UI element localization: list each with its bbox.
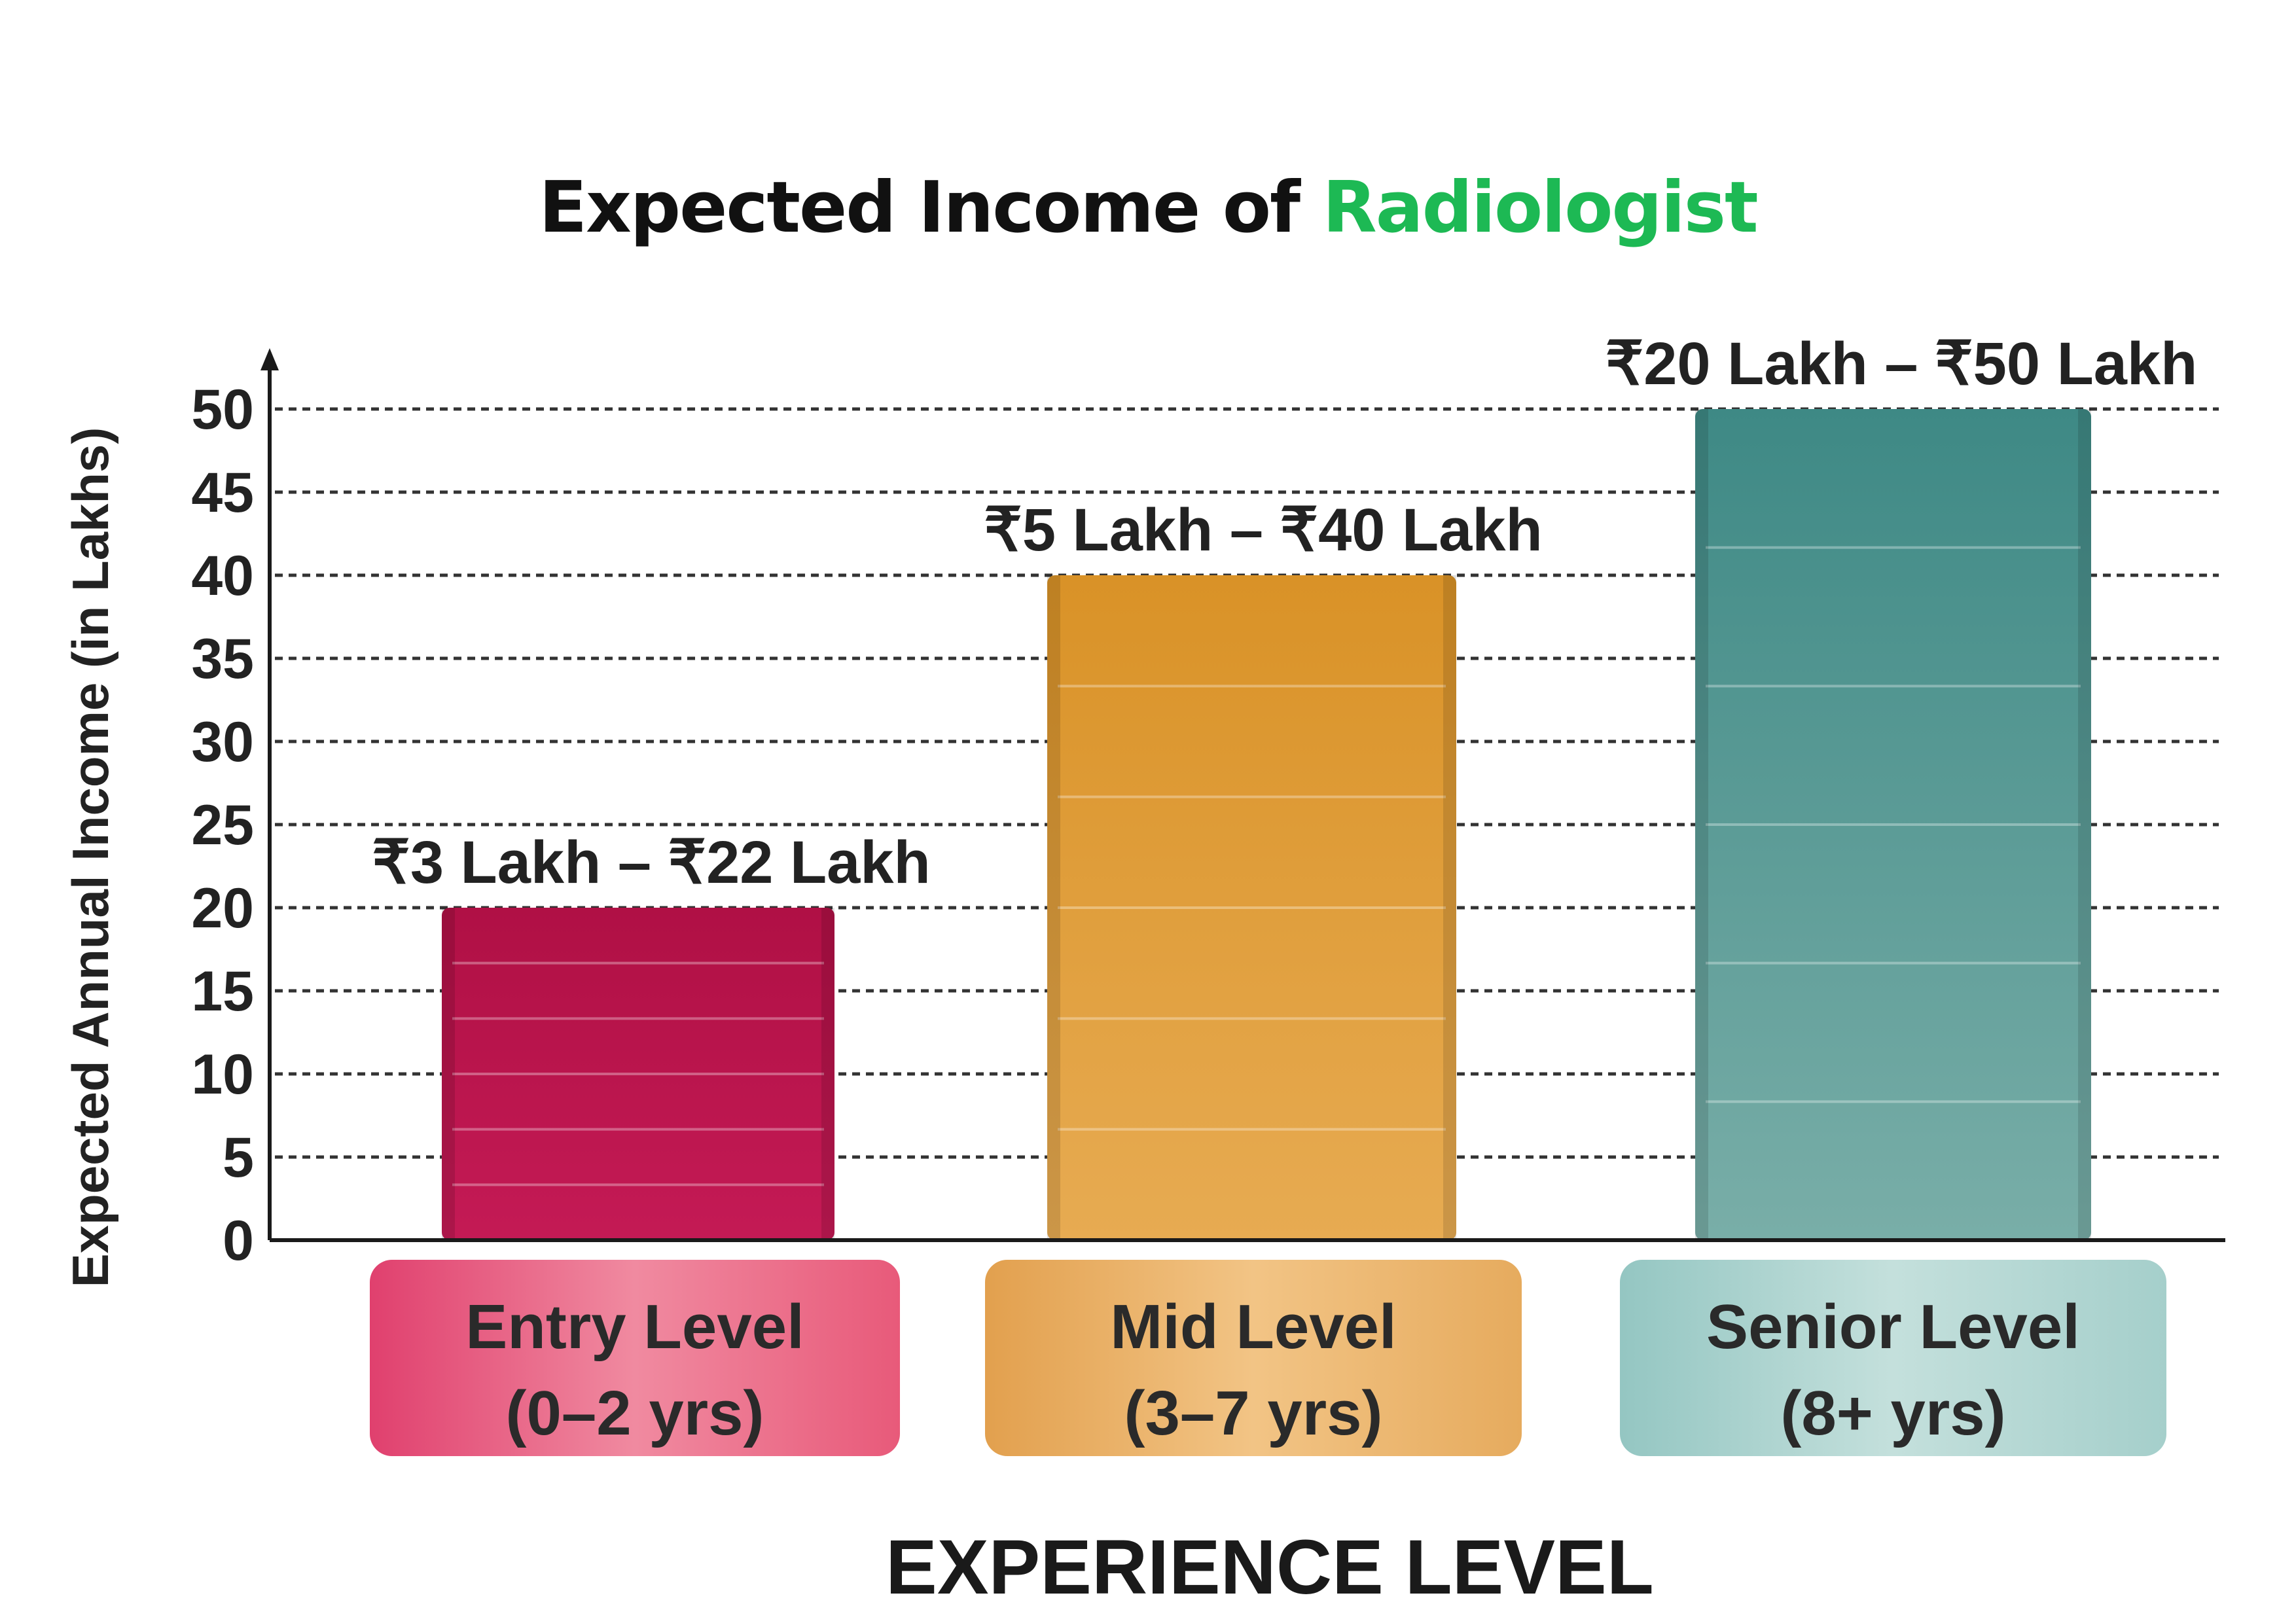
category-panel-mid <box>985 1260 1522 1456</box>
chart-title-highlight: Radiologist <box>1322 167 1759 249</box>
y-tick-label: 10 <box>191 1043 254 1106</box>
y-tick-label: 40 <box>191 544 254 607</box>
y-tick-label: 25 <box>191 794 254 857</box>
category-sublabel-mid: (3–7 yrs) <box>1124 1378 1383 1448</box>
y-tick-label: 30 <box>191 711 254 774</box>
category-label-senior: Senior Level <box>1706 1292 2080 1362</box>
y-axis-arrow <box>260 348 279 370</box>
bar-edge-shadow <box>2078 409 2091 1240</box>
chart-title: Expected Income of Radiologist <box>0 167 2296 249</box>
x-axis-title: EXPERIENCE LEVEL <box>886 1524 1654 1611</box>
data-label-entry: ₹3 Lakh – ₹22 Lakh <box>372 829 930 896</box>
category-sublabel-senior: (8+ yrs) <box>1780 1378 2005 1448</box>
category-label-entry: Entry Level <box>465 1292 804 1362</box>
chart-title-prefix: Expected Income of <box>539 167 1323 249</box>
bar-mid <box>1047 575 1456 1240</box>
category-panel-entry <box>370 1260 900 1456</box>
y-tick-label: 0 <box>223 1209 254 1272</box>
y-tick-label: 5 <box>223 1126 254 1189</box>
y-axis-title: Expected Annual Income (in Lakhs) <box>62 427 119 1288</box>
data-label-senior: ₹20 Lakh – ₹50 Lakh <box>1605 330 2198 397</box>
axes <box>260 348 2225 1242</box>
bars <box>442 409 2091 1240</box>
bar-edge-shadow <box>821 908 834 1240</box>
category-panel-senior <box>1620 1260 2166 1456</box>
data-labels: ₹3 Lakh – ₹22 Lakh ₹5 Lakh – ₹40 Lakh ₹20 … <box>372 330 2197 896</box>
category-label-mid: Mid Level <box>1110 1292 1396 1362</box>
bar-edge-shadow <box>1047 575 1060 1240</box>
category-sublabel-entry: (0–2 yrs) <box>506 1378 764 1448</box>
bar-senior <box>1695 409 2091 1240</box>
bar-edge-shadow <box>1695 409 1708 1240</box>
y-ticks: 0 5 10 15 20 25 30 35 40 45 50 <box>191 378 254 1272</box>
y-tick-label: 45 <box>191 461 254 524</box>
y-tick-label: 20 <box>191 877 254 940</box>
y-tick-label: 35 <box>191 628 254 690</box>
bar-entry <box>442 908 834 1240</box>
category-labels: Entry Level (0–2 yrs) Mid Level (3–7 yrs) Se… <box>370 1260 2166 1456</box>
y-tick-label: 50 <box>191 378 254 441</box>
bar-edge-shadow <box>442 908 455 1240</box>
y-tick-label: 15 <box>191 960 254 1023</box>
data-label-mid: ₹5 Lakh – ₹40 Lakh <box>984 497 1542 563</box>
bar-edge-shadow <box>1443 575 1456 1240</box>
